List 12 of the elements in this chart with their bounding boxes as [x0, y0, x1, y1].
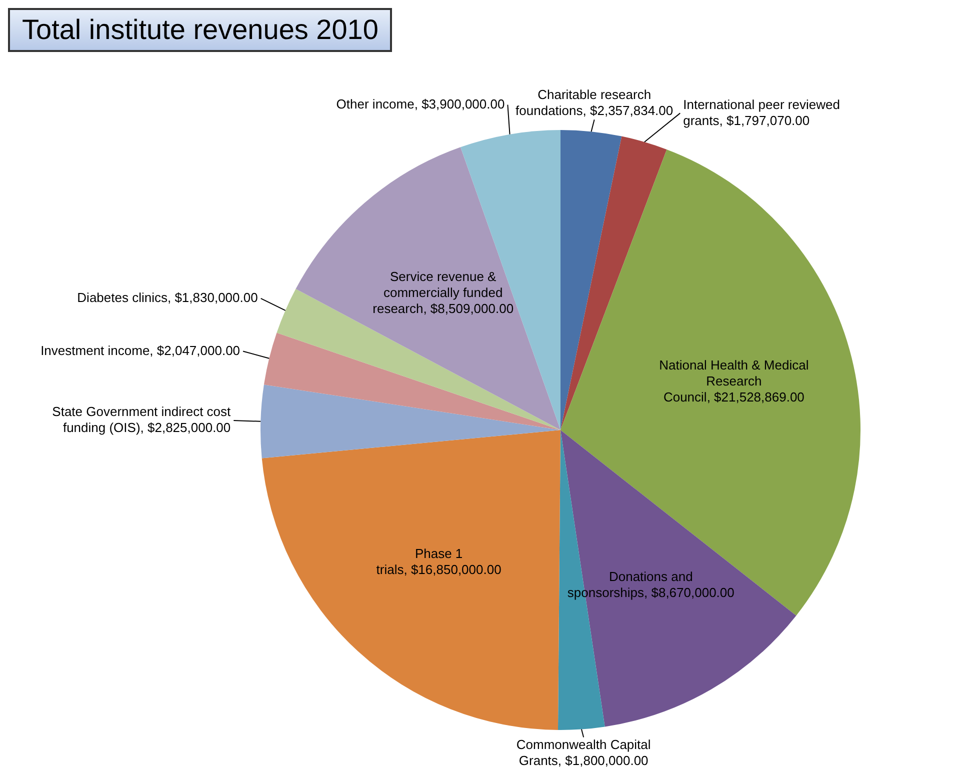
slice-label: Diabetes clinics, $1,830,000.00 [77, 290, 258, 306]
slice-label: Other income, $3,900,000.00 [336, 96, 505, 112]
slice-label: Charitable research foundations, $2,357,834.00 [516, 87, 674, 118]
chart-title: Total institute revenues 2010 [8, 8, 392, 52]
slice-label: Phase 1 trials, $16,850,000.00 [376, 546, 502, 578]
slice-label: Commonwealth Capital Grants, $1,800,000.00 [516, 736, 651, 768]
slice-label: National Health & Medical Research Council, $21,528,869.00 [659, 357, 809, 404]
slice-label: Service revenue & commercially funded research, $8,509,000.00 [372, 269, 514, 316]
slice-label: Investment income, $2,047,000.00 [40, 342, 240, 358]
slice-label: Donations and sponsorships, $8,670,000.00 [567, 569, 734, 600]
slice-label: International peer reviewed grants, $1,797,070.00 [683, 96, 840, 128]
slice-label: State Government indirect cost funding (OIS), $2,825,000.00 [52, 404, 232, 436]
